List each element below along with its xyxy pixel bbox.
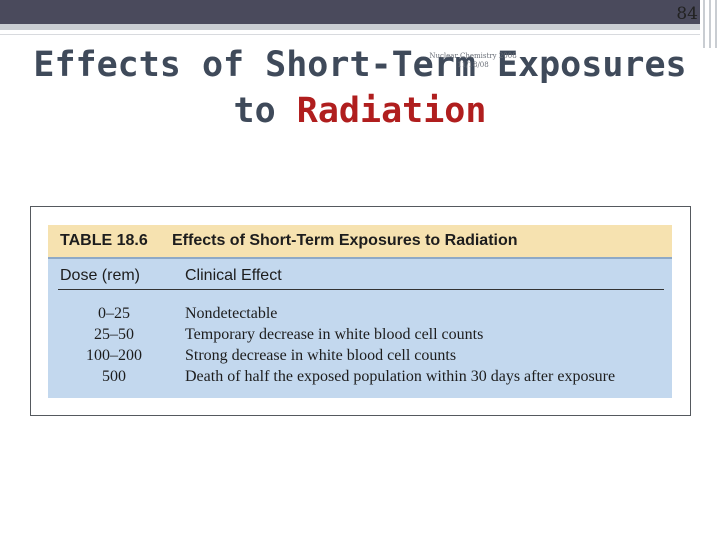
column-header-dose: Dose (rem) bbox=[60, 267, 141, 284]
table-row: 0–25 Nondetectable bbox=[48, 303, 672, 324]
table-row: 25–50 Temporary decrease in white blood … bbox=[48, 324, 672, 345]
effect-cell: Nondetectable bbox=[185, 305, 278, 322]
table-caption: Effects of Short-Term Exposures to Radia… bbox=[172, 232, 518, 249]
top-banner-rule bbox=[0, 34, 700, 35]
top-banner bbox=[0, 0, 700, 24]
table-title-row: TABLE 18.6 Effects of Short-Term Exposur… bbox=[48, 225, 672, 259]
effect-cell: Strong decrease in white blood cell coun… bbox=[185, 347, 457, 364]
dose-cell: 0–25 bbox=[98, 305, 130, 322]
title-line-2-prefix: to bbox=[233, 91, 276, 131]
dose-cell: 100–200 bbox=[86, 347, 142, 364]
table-number: TABLE 18.6 bbox=[60, 232, 148, 249]
right-edge-stripe bbox=[709, 0, 711, 48]
watermark: Nuclear Chemistry 2008 11/18/08 bbox=[428, 52, 518, 70]
table-body: 0–25 Nondetectable 25–50 Temporary decre… bbox=[48, 303, 672, 387]
effect-cell: Temporary decrease in white blood cell c… bbox=[185, 326, 484, 343]
right-edge-stripe bbox=[703, 0, 705, 48]
header-divider bbox=[58, 289, 664, 290]
table-row: 500 Death of half the exposed population… bbox=[48, 366, 672, 387]
radiation-effects-table: TABLE 18.6 Effects of Short-Term Exposur… bbox=[48, 225, 672, 398]
page-number: 84 bbox=[676, 4, 698, 24]
top-banner-stripe bbox=[0, 24, 700, 30]
watermark-line-2: 11/18/08 bbox=[457, 61, 489, 69]
title-line-2-accent: Radiation bbox=[296, 91, 487, 131]
watermark-line-1: Nuclear Chemistry 2008 bbox=[429, 52, 517, 60]
dose-cell: 25–50 bbox=[94, 326, 134, 343]
dose-cell: 500 bbox=[102, 368, 126, 385]
table-row: 100–200 Strong decrease in white blood c… bbox=[48, 345, 672, 366]
column-header-effect: Clinical Effect bbox=[185, 267, 282, 284]
slide-title: Effects of Short-Term Exposures to Radia… bbox=[0, 42, 720, 134]
title-line-1: Effects of Short-Term Exposures bbox=[33, 45, 687, 85]
effect-cell: Death of half the exposed population wit… bbox=[185, 368, 616, 385]
right-edge-stripe bbox=[715, 0, 717, 48]
